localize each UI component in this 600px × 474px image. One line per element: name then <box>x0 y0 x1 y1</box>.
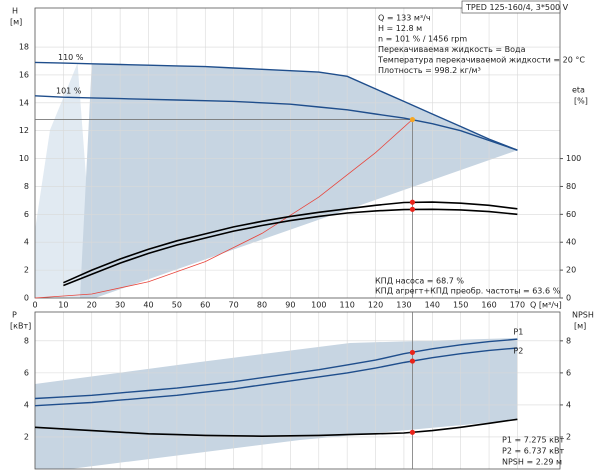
range-shade-light <box>35 63 95 299</box>
y-tick-label: 2 <box>24 432 29 441</box>
annotation: P2 = 6.737 кВт <box>502 447 564 456</box>
y-tick-label: 14 <box>19 98 29 107</box>
y-tick-label: 18 <box>19 43 29 52</box>
x-tick-label: 120 <box>368 301 383 310</box>
x-tick-label: 170 <box>510 301 525 310</box>
y-tick-label: 10 <box>19 154 29 163</box>
x-tick-label: 150 <box>453 301 468 310</box>
annotation: n = 101 % / 1456 rpm <box>378 35 467 44</box>
annotation: Температура перекачиваемой жидкости = 20… <box>377 56 585 65</box>
curve <box>63 201 518 284</box>
curve-label: P1 <box>513 328 523 337</box>
x-tick-label: 90 <box>285 301 295 310</box>
y2-tick-label: 8 <box>566 336 571 345</box>
curve <box>63 208 518 287</box>
annotation: H = 12.8 м <box>378 24 422 33</box>
range-shade <box>35 338 517 469</box>
y-tick-label: 4 <box>24 238 29 247</box>
x-tick-label: 40 <box>143 301 153 310</box>
footnote: КПД агрегт+КПД преобр. частоты = 63.6 % <box>375 287 561 296</box>
y2-axis-label: NPSH <box>572 311 594 320</box>
footnote: КПД насоса = 68.7 % <box>375 277 464 286</box>
x-tick-label: 60 <box>200 301 210 310</box>
y-tick-label: 12 <box>19 126 29 135</box>
curve-label: P2 <box>513 347 523 356</box>
curve <box>34 347 518 407</box>
y2-axis-unit: [м] <box>574 322 586 331</box>
x-tick-label: 50 <box>172 301 182 310</box>
plot-frame <box>34 311 561 470</box>
chart-title: TPED 125-160/4, 3*500 V <box>465 3 569 12</box>
x-tick-label: 0 <box>32 301 37 310</box>
y-axis-label: H <box>12 7 18 16</box>
x-tick-label: 30 <box>115 301 125 310</box>
curve <box>34 119 413 299</box>
y-axis-label: P <box>12 311 17 320</box>
x-tick-label: 10 <box>58 301 68 310</box>
y2-tick-label: 2 <box>566 432 571 441</box>
y-tick-label: 2 <box>24 266 29 275</box>
curve <box>34 61 518 151</box>
x-axis-label: Q [м³/ч] <box>530 301 562 310</box>
duty-point <box>409 429 416 435</box>
duty-point <box>409 199 416 205</box>
duty-point <box>409 116 416 123</box>
curve <box>34 95 518 151</box>
y2-axis-unit: [%] <box>574 97 588 106</box>
curve-label: 110 % <box>58 53 84 62</box>
range-shade <box>80 63 518 299</box>
duty-point <box>409 206 416 212</box>
x-tick-label: 110 <box>340 301 355 310</box>
y-tick-label: 16 <box>19 70 29 79</box>
x-tick-label: 100 <box>311 301 326 310</box>
plot-frame <box>34 7 561 299</box>
annotation: NPSH = 2.29 м <box>502 458 562 467</box>
curve <box>34 418 518 438</box>
y-axis-unit: [м] <box>10 18 22 27</box>
y-tick-label: 8 <box>24 336 29 345</box>
y-axis-unit: [кВт] <box>10 322 31 331</box>
duty-point <box>409 349 416 356</box>
y-tick-label: 8 <box>24 182 29 191</box>
x-tick-label: 20 <box>87 301 97 310</box>
curve-label: 101 % <box>56 86 82 95</box>
annotation: Q = 133 м³/ч <box>378 14 431 23</box>
x-tick-label: 130 <box>396 301 411 310</box>
y-tick-label: 4 <box>24 400 29 409</box>
y2-tick-label: 20 <box>566 266 576 275</box>
y2-tick-label: 4 <box>566 400 571 409</box>
y-tick-label: 6 <box>24 368 29 377</box>
duty-point <box>409 358 416 364</box>
x-tick-label: 80 <box>257 301 267 310</box>
y2-axis-label: eta <box>572 86 585 95</box>
x-tick-label: 140 <box>425 301 440 310</box>
x-tick-label: 70 <box>229 301 239 310</box>
annotation: P1 = 7.275 кВт <box>502 436 564 445</box>
annotation: Плотность = 998.2 кг/м³ <box>378 66 481 75</box>
y2-tick-label: 6 <box>566 368 571 377</box>
title-box <box>461 0 561 14</box>
y-tick-label: 6 <box>24 210 29 219</box>
x-tick-label: 160 <box>481 301 496 310</box>
y2-tick-label: 60 <box>566 210 576 219</box>
y2-tick-label: 100 <box>566 154 581 163</box>
curve <box>34 338 518 400</box>
annotation: Перекачиваемая жидкость = Вода <box>378 45 526 54</box>
y-tick-label: 0 <box>24 294 29 303</box>
y2-tick-label: 0 <box>566 294 571 303</box>
y2-tick-label: 40 <box>566 238 576 247</box>
y2-tick-label: 80 <box>566 182 576 191</box>
